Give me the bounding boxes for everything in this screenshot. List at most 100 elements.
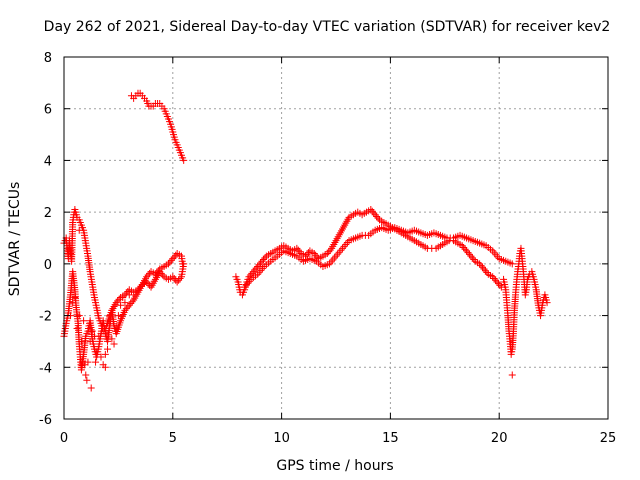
data-point: [483, 268, 491, 276]
data-point: [261, 254, 269, 262]
data-point: [458, 242, 466, 250]
data-point: [464, 249, 472, 257]
data-point: [476, 260, 484, 268]
data-point: [293, 244, 301, 252]
x-tick-label: 25: [600, 431, 617, 446]
data-point: [157, 269, 165, 277]
data-point: [335, 248, 343, 256]
data-point: [368, 207, 376, 215]
data-point: [95, 332, 103, 340]
series-trace: [500, 244, 551, 358]
x-tick-label: 0: [60, 431, 68, 446]
x-tick-label: 5: [169, 431, 177, 446]
data-point: [169, 255, 177, 263]
data-point: [117, 301, 125, 309]
data-point: [492, 251, 500, 259]
y-tick-label: -6: [39, 413, 52, 428]
data-point: [112, 299, 120, 307]
data-point: [143, 278, 151, 286]
data-point: [490, 249, 498, 257]
data-point: [121, 299, 129, 307]
data-point: [242, 281, 250, 289]
data-point: [92, 358, 100, 366]
data-point: [97, 353, 105, 361]
series-trace: [232, 206, 505, 299]
data-point: [258, 257, 266, 265]
data-point: [173, 278, 181, 286]
data-point: [492, 276, 500, 284]
data-point: [251, 266, 259, 274]
series-trace: [60, 206, 188, 335]
data-point: [101, 363, 109, 371]
data-point: [496, 281, 504, 289]
data-point: [180, 260, 188, 268]
data-point: [82, 371, 90, 379]
series-trace: [67, 291, 133, 384]
data-point: [489, 273, 497, 281]
data-point: [77, 337, 85, 345]
data-point: [479, 263, 487, 271]
data-point: [167, 256, 175, 264]
data-point: [326, 246, 334, 254]
series-trace: [241, 224, 516, 291]
data-point: [73, 325, 81, 332]
y-tick-label: 0: [44, 258, 52, 273]
data-point: [115, 295, 123, 303]
data-point: [86, 337, 94, 345]
data-point: [477, 262, 485, 270]
chart-title: Day 262 of 2021, Sidereal Day-to-day VTE…: [44, 19, 611, 35]
data-point: [470, 256, 478, 264]
series-trace: [127, 89, 188, 164]
data-point: [296, 248, 304, 256]
data-point: [104, 345, 112, 353]
grid-lines: [64, 57, 608, 419]
data-point: [340, 242, 348, 250]
data-point: [480, 265, 488, 273]
y-tick-label: -4: [39, 361, 52, 376]
data-point: [125, 301, 133, 309]
data-point: [122, 305, 130, 313]
data-point: [80, 317, 88, 325]
data-point: [508, 371, 516, 379]
data-point: [460, 243, 468, 251]
data-point: [257, 259, 265, 267]
y-axis-label: SDTVAR / TECUs: [7, 182, 23, 297]
data-point: [461, 245, 469, 253]
data-point: [325, 248, 333, 256]
series-trace: [60, 250, 187, 374]
data-point: [330, 254, 338, 262]
data-point: [468, 254, 476, 262]
data-point: [114, 312, 122, 320]
data-point: [87, 384, 95, 392]
data-point: [128, 298, 136, 306]
data-point: [323, 250, 331, 258]
y-tick-label: 6: [44, 103, 52, 118]
data-point: [337, 246, 345, 254]
data-point: [69, 299, 77, 307]
data-point: [490, 275, 498, 283]
data-point: [144, 271, 152, 279]
data-point: [119, 293, 127, 301]
data-point: [93, 348, 101, 356]
y-tick-label: 4: [44, 154, 52, 169]
data-point: [248, 269, 256, 277]
data-point: [374, 214, 382, 222]
data-point: [124, 303, 132, 311]
data-point: [75, 226, 83, 234]
x-tick-label: 10: [273, 431, 290, 446]
x-tick-label: 20: [491, 431, 508, 446]
data-point: [75, 312, 83, 320]
data-point: [481, 267, 489, 275]
data-point: [494, 280, 502, 288]
data-point: [342, 240, 350, 248]
y-tick-label: 2: [44, 206, 52, 221]
data-point: [252, 264, 260, 272]
data-point: [259, 256, 267, 264]
data-point: [176, 275, 184, 283]
data-marks: [60, 89, 551, 392]
data-point: [339, 244, 347, 252]
data-point: [88, 327, 96, 335]
data-point: [121, 306, 129, 314]
data-point: [175, 276, 183, 284]
